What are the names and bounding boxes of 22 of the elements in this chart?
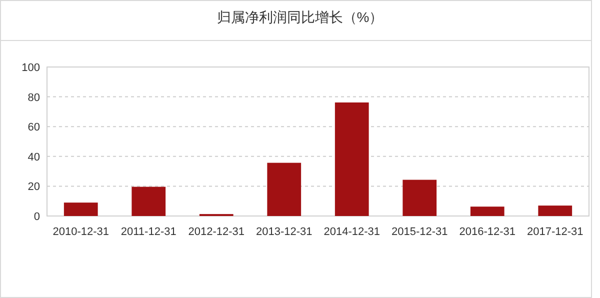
bar — [132, 186, 166, 216]
bar — [267, 162, 302, 216]
bar — [334, 102, 369, 216]
bar — [538, 206, 572, 216]
y-tick-label: 40 — [28, 151, 40, 164]
x-tick-label: 2014-12-31 — [324, 226, 380, 238]
x-tick-label: 2015-12-31 — [391, 226, 448, 238]
x-tick-label: 2010-12-31 — [52, 226, 110, 238]
y-tick-label: 60 — [28, 122, 40, 134]
x-tick-label: 2016-12-31 — [459, 226, 516, 238]
chart-title: 归属净利润同比增长（%） — [216, 9, 384, 25]
y-tick-label: 100 — [22, 62, 40, 74]
x-tick-label: 2013-12-31 — [256, 226, 312, 238]
y-tick-label: 20 — [28, 181, 40, 194]
x-tick-label: 2012-12-31 — [188, 226, 245, 238]
bar — [470, 206, 504, 216]
x-tick-label: 2011-12-31 — [120, 226, 176, 238]
x-tick-label: 2017-12-31 — [526, 226, 584, 238]
y-tick-label: 80 — [28, 92, 40, 104]
bar — [402, 180, 437, 216]
bar — [64, 202, 98, 216]
y-tick-label: 0 — [34, 211, 40, 223]
